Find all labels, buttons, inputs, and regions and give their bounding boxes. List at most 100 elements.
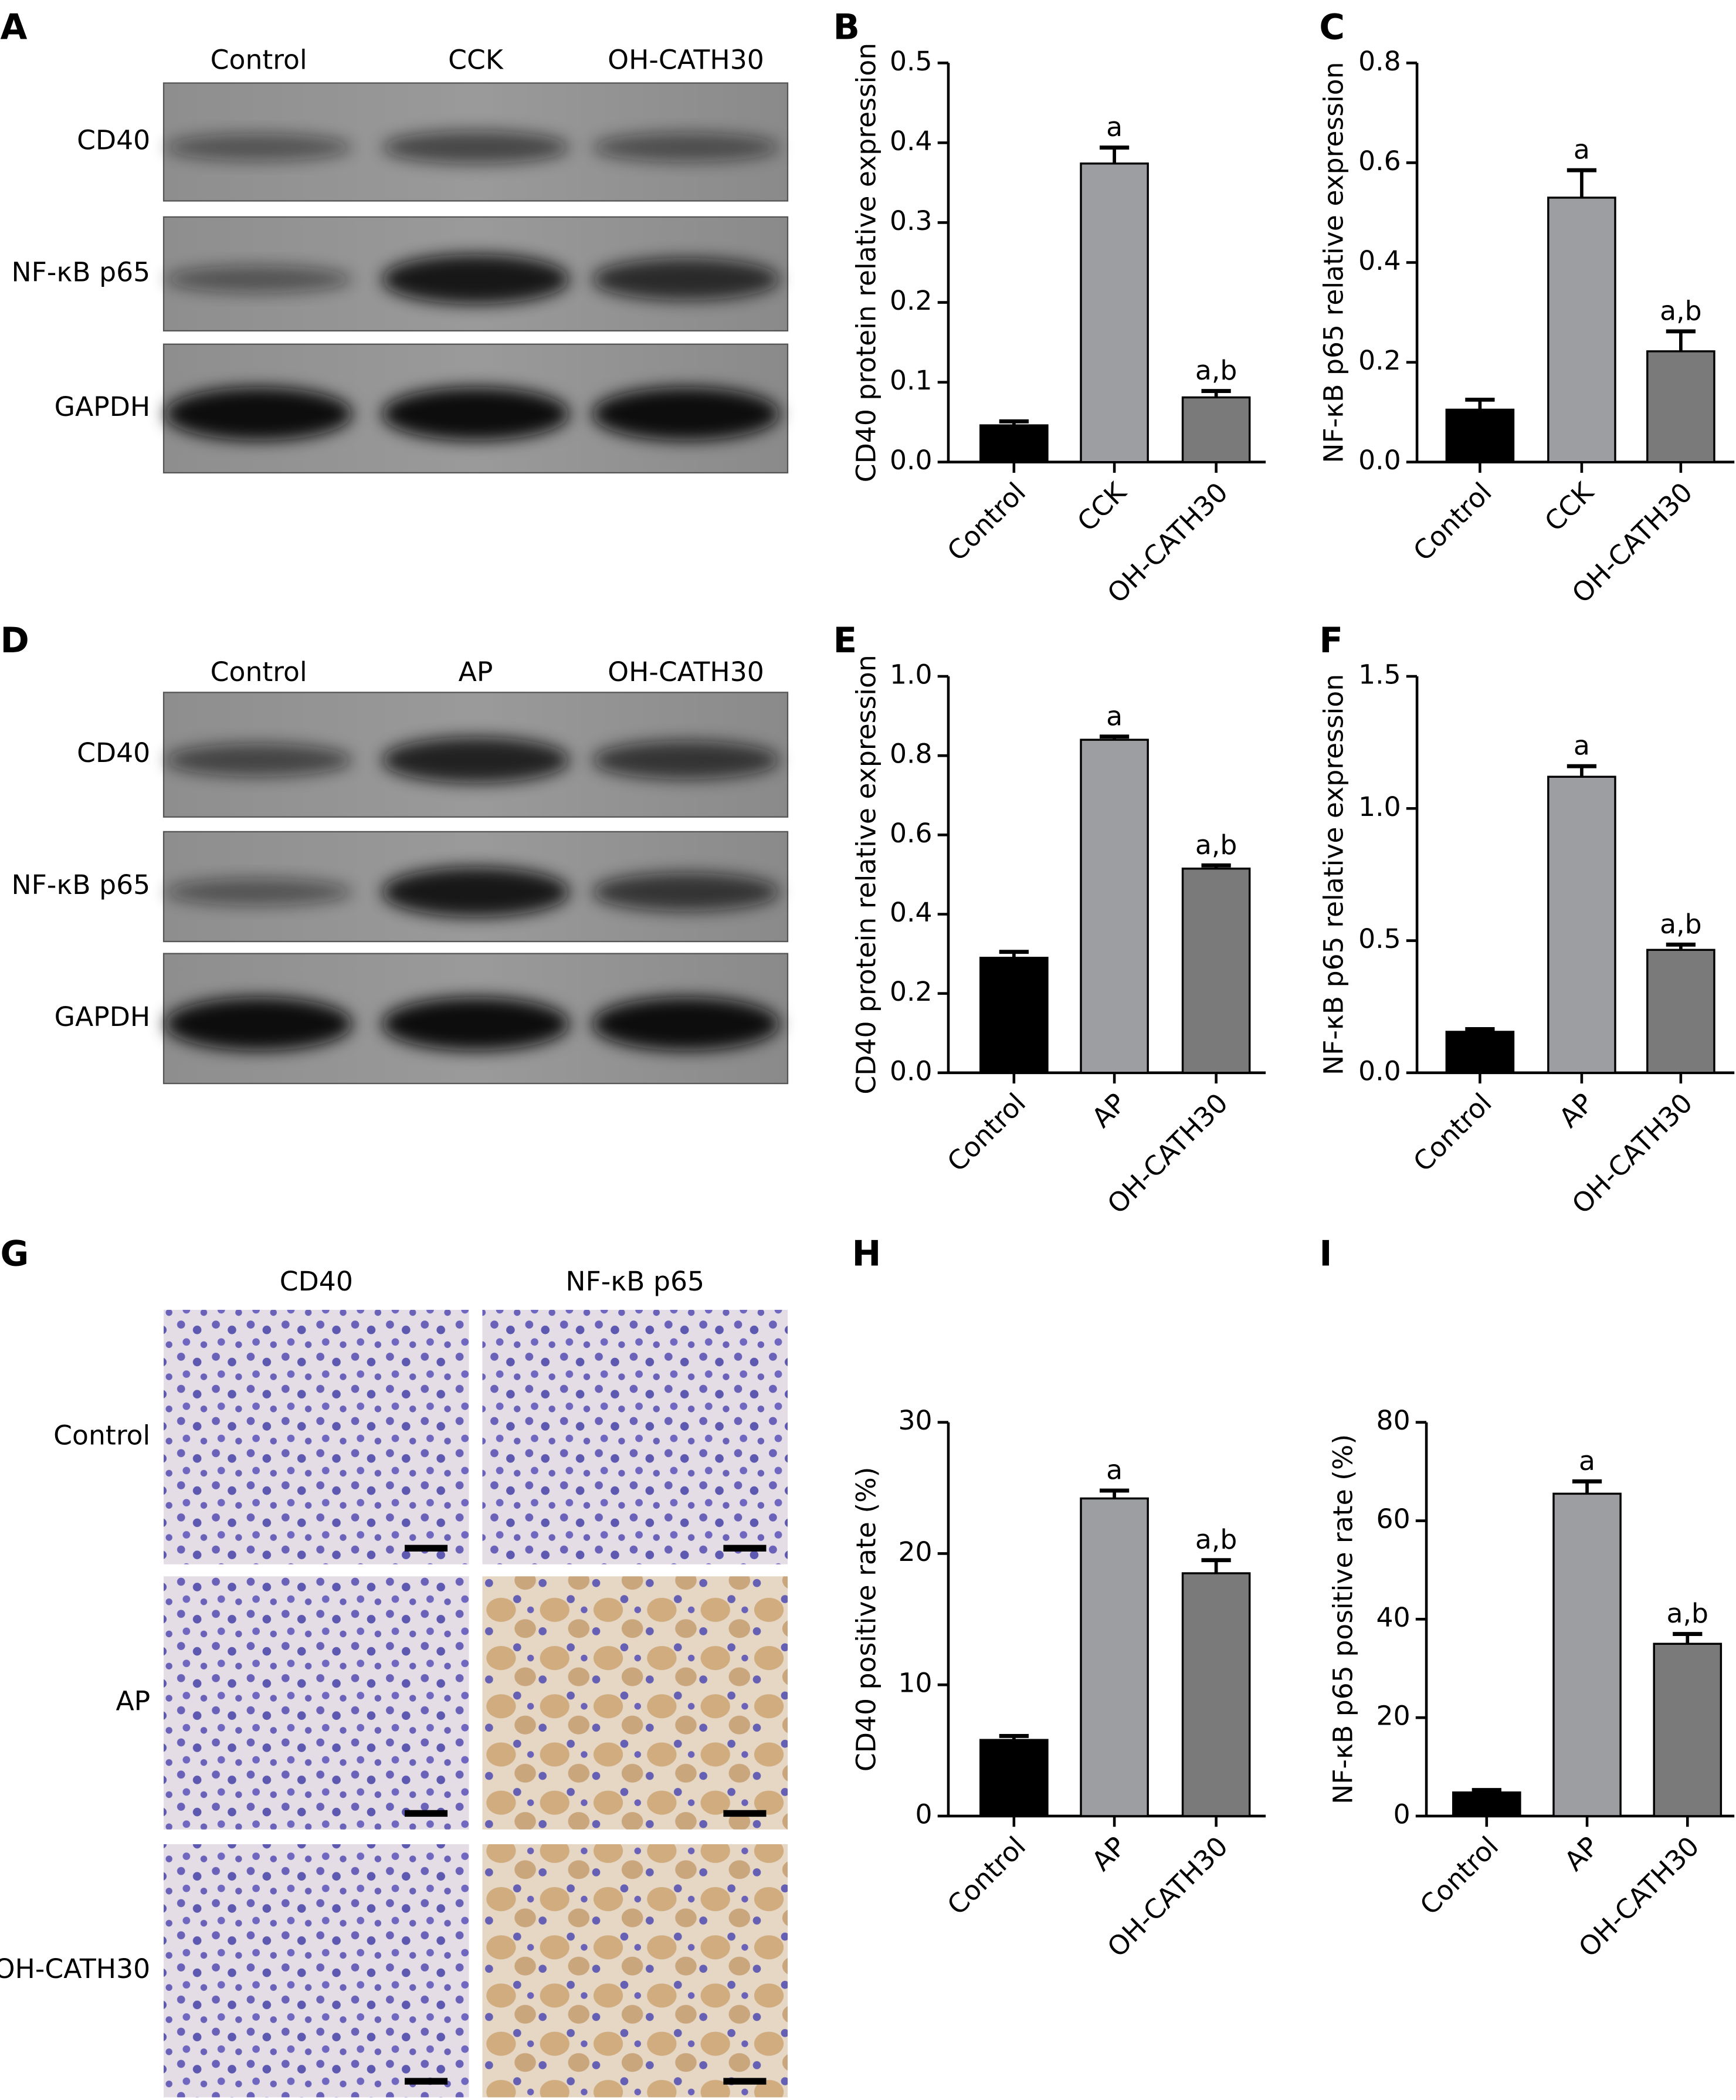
lane-label: Control xyxy=(211,656,307,687)
row-label: AP xyxy=(116,1686,150,1717)
bar xyxy=(979,1739,1049,1817)
band xyxy=(382,997,569,1051)
bar xyxy=(1080,1497,1149,1817)
lane-label: CCK xyxy=(448,45,504,76)
y-tick-label: 1.0 xyxy=(890,659,933,690)
panel-letter: I xyxy=(1319,1234,1332,1274)
x-tick-label: Control xyxy=(941,476,1032,567)
panel-letter: G xyxy=(1,1234,29,1274)
band xyxy=(382,254,569,304)
y-tick-label: 0.6 xyxy=(1358,145,1401,177)
band xyxy=(592,740,780,780)
significance-label: a,b xyxy=(1195,829,1237,861)
band xyxy=(592,387,780,441)
row-label: CD40 xyxy=(77,737,150,768)
panel-letter: H xyxy=(852,1234,881,1274)
band xyxy=(592,997,780,1051)
bar xyxy=(979,957,1049,1074)
y-tick-label: 0.0 xyxy=(1358,1055,1401,1086)
significance-label: a,b xyxy=(1195,355,1237,386)
x-tick-label: Control xyxy=(1408,1088,1498,1178)
band xyxy=(165,878,352,906)
y-axis-label: CD40 protein relative expression xyxy=(851,43,882,482)
significance-label: a xyxy=(1574,134,1590,165)
band xyxy=(592,872,780,912)
band xyxy=(165,743,352,777)
band xyxy=(165,133,352,161)
panel-letter: A xyxy=(1,6,28,47)
band xyxy=(592,258,780,301)
bar xyxy=(1181,396,1251,463)
row-label: GAPDH xyxy=(55,1001,151,1032)
y-tick-label: 0.0 xyxy=(890,1055,933,1086)
lane-label: OH-CATH30 xyxy=(608,656,764,687)
significance-label: a,b xyxy=(1667,1598,1708,1629)
y-axis-label: CD40 protein relative expression xyxy=(851,655,882,1094)
y-tick-label: 0.2 xyxy=(1358,345,1401,376)
y-tick-label: 10 xyxy=(898,1668,932,1699)
micrograph xyxy=(164,1844,469,2098)
y-tick-label: 1.0 xyxy=(1358,791,1401,822)
panel-letter: C xyxy=(1319,6,1345,47)
panel-letter: F xyxy=(1319,620,1343,661)
bar xyxy=(1547,775,1616,1074)
y-tick-label: 20 xyxy=(1376,1701,1410,1732)
y-tick-label: 0.4 xyxy=(890,897,933,928)
panel-letter: E xyxy=(833,620,857,661)
x-tick-label: Control xyxy=(941,1088,1032,1178)
y-tick-label: 0.8 xyxy=(890,739,933,770)
row-label: CD40 xyxy=(77,125,150,156)
y-tick-label: 0.4 xyxy=(1358,245,1401,276)
row-label: NF-κB p65 xyxy=(12,869,151,900)
micrograph xyxy=(482,1309,788,1564)
bar xyxy=(1653,1642,1723,1817)
band xyxy=(165,997,352,1051)
significance-label: a xyxy=(1106,111,1123,143)
significance-label: a xyxy=(1106,1455,1123,1486)
bar xyxy=(1452,1791,1521,1817)
band xyxy=(382,131,569,164)
micrograph xyxy=(482,1576,788,1830)
column-label: CD40 xyxy=(280,1266,353,1297)
band xyxy=(382,387,569,441)
y-axis-label: CD40 positive rate (%) xyxy=(851,1467,882,1772)
significance-label: a xyxy=(1574,730,1590,761)
bar xyxy=(979,424,1049,463)
x-tick-label: AP xyxy=(1086,1088,1132,1134)
y-tick-label: 40 xyxy=(1376,1602,1410,1633)
bar xyxy=(1080,162,1149,463)
row-label: OH-CATH30 xyxy=(0,1953,150,1984)
y-tick-label: 0.1 xyxy=(890,365,933,396)
y-axis-label: NF-κB p65 relative expression xyxy=(1318,674,1349,1075)
band xyxy=(592,133,780,162)
bar xyxy=(1552,1492,1622,1817)
x-tick-label: AP xyxy=(1558,1831,1605,1877)
y-tick-label: 0.4 xyxy=(890,126,933,157)
micrograph xyxy=(164,1309,469,1564)
y-tick-label: 0.5 xyxy=(1358,923,1401,954)
significance-label: a xyxy=(1106,700,1123,731)
y-axis-label: NF-κB p65 positive rate (%) xyxy=(1327,1434,1358,1804)
significance-label: a xyxy=(1579,1445,1595,1476)
band xyxy=(382,737,569,783)
y-tick-label: 20 xyxy=(898,1536,932,1567)
y-axis-label: NF-κB p65 relative expression xyxy=(1318,62,1349,463)
y-tick-label: 0 xyxy=(916,1798,933,1830)
panel-letter: B xyxy=(833,6,860,47)
row-label: GAPDH xyxy=(55,391,151,422)
x-tick-label: AP xyxy=(1553,1088,1599,1134)
row-label: NF-κB p65 xyxy=(12,256,151,287)
x-tick-label: Control xyxy=(941,1831,1032,1921)
y-tick-label: 0.0 xyxy=(1358,445,1401,476)
column-label: NF-κB p65 xyxy=(565,1266,704,1297)
y-tick-label: 80 xyxy=(1376,1405,1410,1436)
x-tick-label: CCK xyxy=(1072,476,1133,537)
bar xyxy=(1181,1572,1251,1817)
bar xyxy=(1646,350,1715,463)
y-tick-label: 1.5 xyxy=(1358,659,1401,690)
panel-letter: D xyxy=(1,620,29,661)
bar xyxy=(1181,868,1251,1074)
lane-label: OH-CATH30 xyxy=(608,45,764,76)
